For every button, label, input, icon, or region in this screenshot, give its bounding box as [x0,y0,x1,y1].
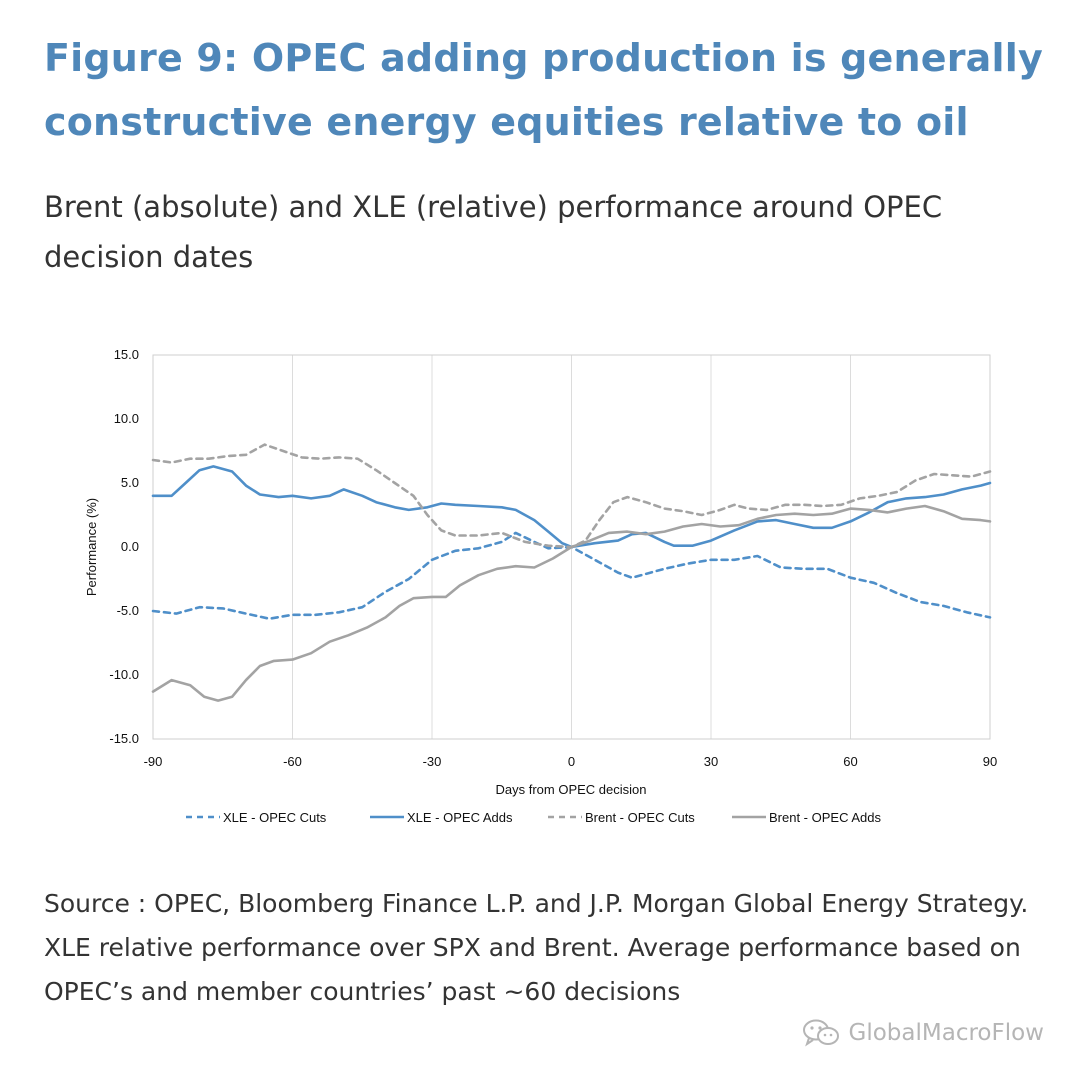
y-axis-label: Performance (%) [84,498,99,596]
series-lines [151,443,992,702]
y-tick-labels: 15.0 10.0 5.0 0.0 -5.0 -10.0 -15.0 [109,347,139,746]
x-tick-label: 0 [568,754,575,769]
x-axis-label: Days from OPEC decision [496,782,647,797]
x-tick-label: -90 [144,754,163,769]
legend-label: XLE - OPEC Cuts [223,810,327,825]
x-tick-label: 30 [704,754,718,769]
legend-label: Brent - OPEC Adds [769,810,881,825]
plot-frame [152,354,991,740]
series-line [151,443,992,549]
legend-label: Brent - OPEC Cuts [585,810,695,825]
y-tick-label: -5.0 [117,603,139,618]
watermark: GlobalMacroFlow [801,1018,1044,1048]
series-line [151,465,992,549]
y-tick-label: -15.0 [109,731,139,746]
legend: XLE - OPEC Cuts XLE - OPEC Adds Brent - OP… [186,810,881,825]
y-tick-label: 5.0 [121,475,139,490]
wechat-icon [802,1019,839,1047]
figure-title: Figure 9: OPEC adding production is gene… [44,36,1043,144]
y-tick-label: 15.0 [114,347,139,362]
line-chart: 15.0 10.0 5.0 0.0 -5.0 -10.0 -15.0 -90 -60 -30 0 3… [84,347,998,825]
x-tick-label: -30 [423,754,442,769]
x-tick-label: 60 [843,754,857,769]
x-tick-labels: -90 -60 -30 0 30 60 90 [144,754,998,769]
x-tick-label: 90 [983,754,997,769]
y-tick-label: -10.0 [109,667,139,682]
watermark-text: GlobalMacroFlow [848,1020,1044,1046]
figure-subtitle: Brent (absolute) and XLE (relative) perf… [44,190,943,274]
legend-label: XLE - OPEC Adds [407,810,513,825]
y-tick-label: 10.0 [114,411,139,426]
source-note: Source : OPEC, Bloomberg Finance L.P. an… [44,889,1029,1006]
x-tick-label: -60 [283,754,302,769]
series-line [151,504,992,702]
y-tick-label: 0.0 [121,539,139,554]
